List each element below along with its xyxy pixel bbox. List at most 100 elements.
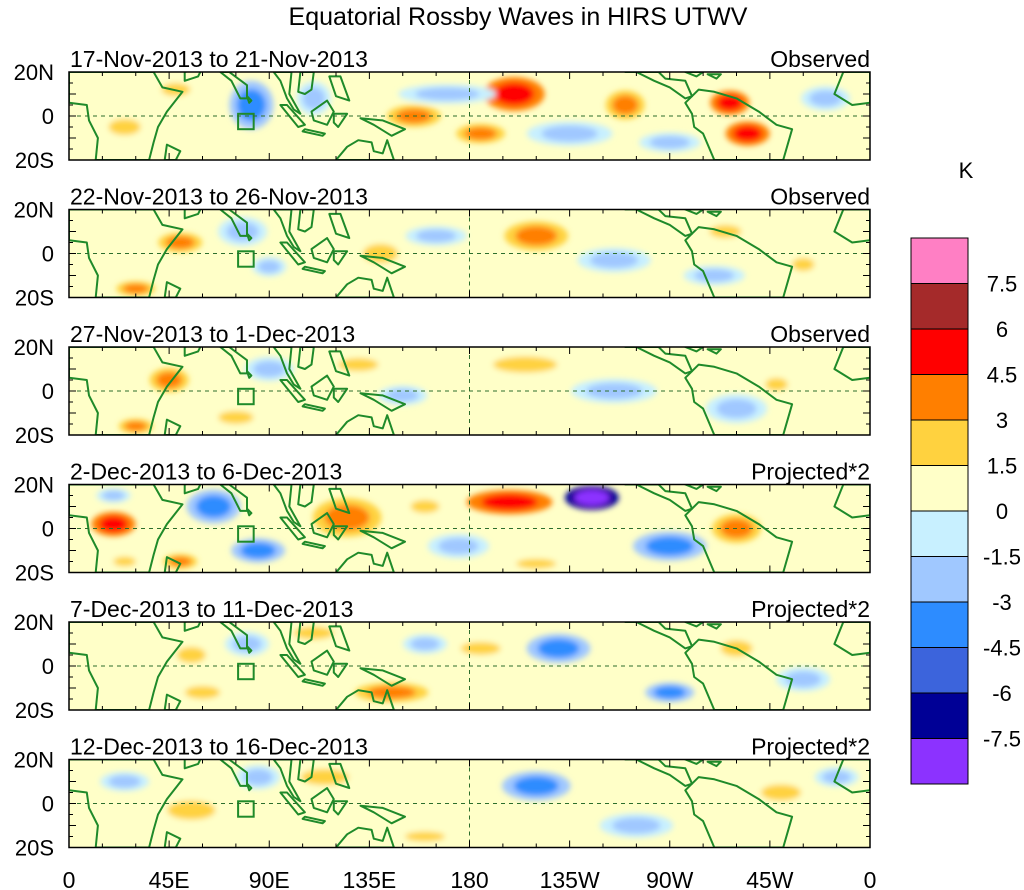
colorbar-swatch [910, 738, 969, 785]
panel-date-range: 17-Nov-2013 to 21-Nov-2013 [70, 46, 368, 72]
coastline [624, 484, 693, 512]
coastline [163, 418, 182, 435]
coastline [706, 485, 722, 493]
anomaly-core [165, 236, 195, 249]
panel-date-range: 7-Dec-2013 to 11-Dec-2013 [70, 596, 353, 622]
colorbar-level-label: 7.5 [987, 272, 1018, 297]
colorbar-swatch [910, 510, 969, 557]
coastline [706, 760, 722, 768]
panels-group: 20N 0 20S 17-Nov-2013 to 21-Nov-2013 Observe… [14, 46, 871, 861]
coastline [310, 512, 335, 539]
panel-type-label: Observed [770, 321, 870, 347]
lat-tick-label: 20S [15, 148, 54, 173]
map-panel: 20N 0 20S 22-Nov-2013 to 26-Nov-2013 Observe… [14, 184, 871, 311]
coastline [69, 72, 184, 160]
panel-date-range: 22-Nov-2013 to 26-Nov-2013 [70, 184, 368, 210]
anomaly-core [415, 87, 480, 101]
colorbar-swatch [910, 328, 969, 375]
coastline [297, 622, 315, 645]
lon-tick-label: 135W [540, 867, 600, 890]
colorbar-level-label: 1.5 [987, 454, 1018, 479]
anomaly-core [300, 769, 349, 786]
reference-box [237, 387, 255, 406]
reference-box [237, 525, 255, 543]
coastline [684, 759, 705, 765]
anomaly-core [258, 260, 281, 274]
anomaly-core [785, 671, 821, 688]
anomaly-core [156, 372, 182, 388]
map-panel: 20N 0 20S 17-Nov-2013 to 21-Nov-2013 Observe… [14, 46, 871, 173]
colorbar-swatch [910, 647, 969, 694]
anomaly-core [122, 283, 149, 294]
reference-box [237, 250, 255, 268]
anomaly-core [324, 504, 370, 531]
coastline [335, 551, 395, 573]
coastline [684, 776, 794, 848]
anomaly-core [645, 536, 694, 556]
anomaly-core [464, 127, 497, 140]
coastline [332, 387, 349, 403]
colorbar-swatch [910, 465, 969, 512]
colorbar-level-label: 6 [996, 317, 1008, 342]
coastline [163, 831, 182, 848]
coastline [332, 250, 349, 266]
coastline [297, 72, 315, 95]
coastline [246, 782, 253, 792]
anomaly-core [108, 119, 141, 135]
anomaly-core [765, 378, 788, 391]
anomaly-core [243, 769, 273, 786]
coastline [328, 762, 351, 790]
lat-tick-label: 20N [14, 198, 54, 223]
coastline [328, 487, 351, 515]
panel-date-range: 2-Dec-2013 to 6-Dec-2013 [70, 459, 342, 485]
colorbar: K 7.5 6 4.5 3 1.5 0 -1.5 -3 -4.5 -6 -7.5 [910, 158, 1021, 785]
lon-tick-label: 45W [746, 867, 794, 890]
anomaly-core [481, 494, 538, 511]
coastline [297, 484, 315, 508]
coastline [332, 525, 349, 541]
coastline [684, 484, 705, 490]
coastline [833, 209, 870, 244]
coastline [332, 800, 349, 816]
lat-tick-label: 20S [15, 836, 54, 861]
lat-tick-label: 20N [14, 748, 54, 773]
coastline [279, 379, 306, 403]
anomaly-core [694, 269, 735, 282]
coastline [335, 139, 395, 160]
coastline [359, 667, 406, 687]
anomaly-core [733, 125, 763, 142]
colorbar-swatch [910, 374, 969, 421]
coastline [684, 88, 794, 160]
coastline [328, 625, 351, 652]
lon-tick-label: 0 [63, 867, 76, 890]
anomaly-core [760, 784, 802, 801]
anomaly-core [218, 411, 254, 424]
coastline [246, 370, 253, 379]
coastline [279, 516, 306, 541]
coastline [684, 638, 794, 710]
anomaly-core [493, 82, 535, 106]
coastline [183, 484, 202, 495]
coastline [301, 128, 326, 137]
colorbar-swatch [910, 692, 969, 739]
coastline [246, 507, 253, 517]
anomaly-core [338, 358, 379, 371]
anomaly-core [460, 642, 501, 655]
anomaly-core [386, 389, 419, 402]
coastline [624, 72, 693, 100]
coastline [684, 363, 794, 435]
anomaly-core [226, 221, 259, 242]
anomaly-core [792, 258, 815, 271]
coastline [328, 75, 351, 102]
anomaly-core [612, 95, 639, 115]
anomaly-core [362, 243, 399, 264]
anomaly-core [99, 516, 128, 533]
colorbar-level-label: 0 [996, 499, 1008, 524]
lon-tick-label: 45E [149, 867, 190, 890]
anomaly-core [302, 87, 325, 110]
anomaly-core [167, 800, 216, 820]
anomaly-core [653, 686, 686, 699]
coastline [69, 622, 184, 710]
coastline [297, 209, 315, 233]
